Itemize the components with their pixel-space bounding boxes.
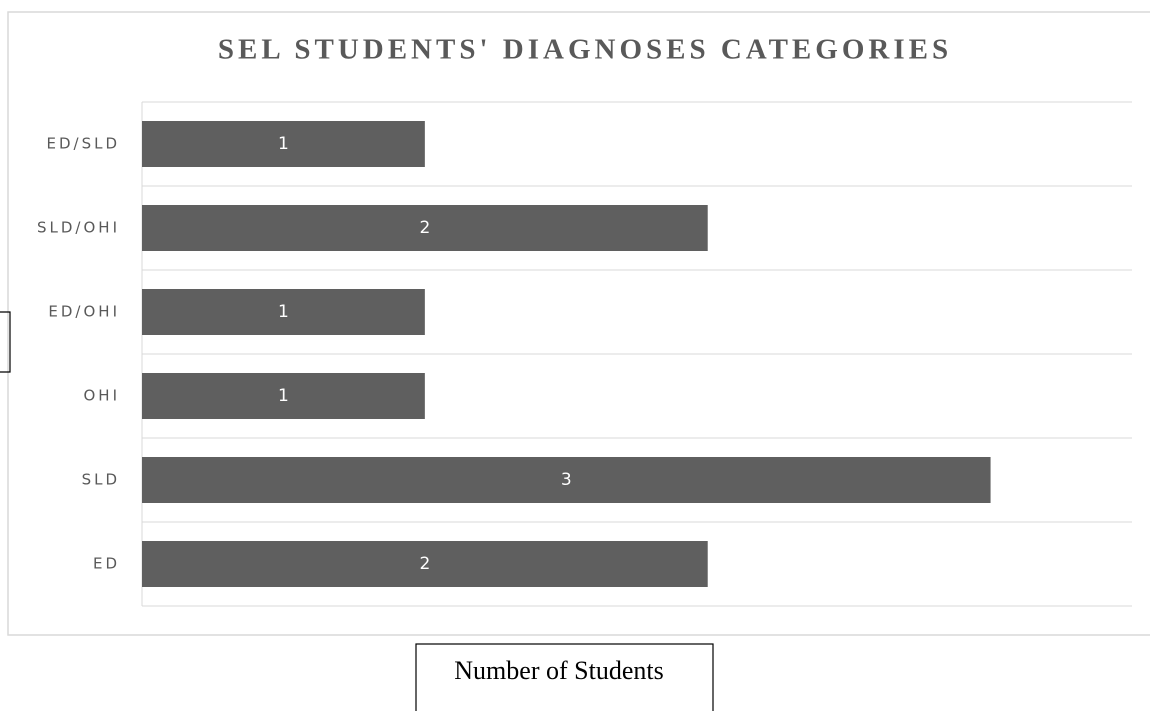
axis-label-box xyxy=(415,643,714,711)
bar xyxy=(142,121,425,167)
y-tick-label: ED/SLD xyxy=(46,135,120,153)
side-box xyxy=(0,311,11,373)
y-tick-label: SLD/OHI xyxy=(37,219,120,237)
data-label: 3 xyxy=(561,470,572,490)
chart-title: SEL STUDENTS' DIAGNOSES CATEGORIES xyxy=(218,34,952,66)
y-tick-label: SLD xyxy=(82,471,120,489)
bar xyxy=(142,205,708,251)
bar xyxy=(142,457,991,503)
bar xyxy=(142,373,425,419)
bar xyxy=(142,289,425,335)
data-label: 1 xyxy=(278,386,289,406)
y-tick-label: OHI xyxy=(83,387,120,405)
data-label: 2 xyxy=(419,554,430,574)
data-label: 1 xyxy=(278,302,289,322)
data-label: 2 xyxy=(419,218,430,238)
chart-border xyxy=(7,11,1150,636)
x-axis-label: Number of Students xyxy=(454,656,663,685)
bar xyxy=(142,541,708,587)
y-tick-label: ED xyxy=(93,555,120,573)
data-label: 1 xyxy=(278,134,289,154)
y-tick-label: ED/OHI xyxy=(48,303,120,321)
